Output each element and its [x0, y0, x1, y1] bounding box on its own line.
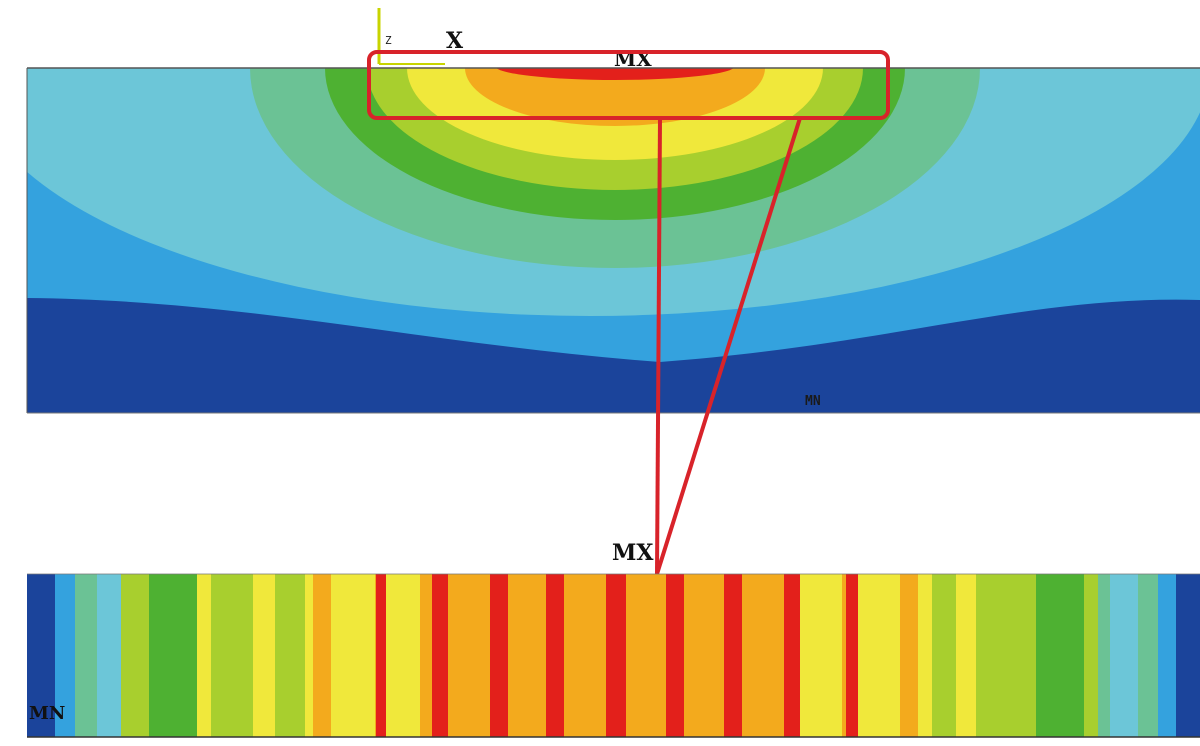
strip-band [900, 574, 918, 737]
strip-band [932, 574, 956, 737]
strip-band [253, 574, 275, 737]
strip-band [305, 574, 313, 737]
callout-line-right [655, 117, 802, 575]
strip-band [800, 574, 842, 737]
strip-band [275, 574, 305, 737]
strip-band [331, 574, 375, 737]
strip-band [75, 574, 97, 737]
strip-max-label: MX [612, 540, 654, 566]
strip-band [724, 574, 742, 737]
strip-band [846, 574, 858, 737]
strip-band [1176, 574, 1200, 737]
strip-band [1158, 574, 1176, 737]
strip-band [1036, 574, 1084, 737]
strip-band [376, 574, 386, 737]
strip-band [784, 574, 800, 737]
zoom-highlight-box [367, 50, 890, 120]
strip-band [918, 574, 932, 737]
strip-band [149, 574, 197, 737]
strip-band [55, 574, 75, 737]
strip-band [386, 574, 420, 737]
strip-band [858, 574, 900, 737]
strip-band [313, 574, 331, 737]
callout-line-left [655, 117, 662, 575]
strip-band [121, 574, 149, 737]
zoom-callout [367, 50, 890, 575]
strip-band [197, 574, 211, 737]
z-axis-label: Z [385, 34, 392, 47]
strip-band [976, 574, 1036, 737]
strip-band [97, 574, 121, 737]
contour-plot-top [26, 67, 1200, 414]
strip-band [546, 574, 564, 737]
strip-band [606, 574, 626, 737]
axis-triad: Z X [377, 8, 464, 65]
strip-band [1138, 574, 1158, 737]
contour-strip-bottom [27, 573, 1200, 738]
strip-band [1098, 574, 1110, 737]
strip-min-label: MN [29, 703, 65, 724]
strip-band [490, 574, 508, 737]
top-min-label: MN [805, 394, 821, 409]
strip-band [666, 574, 684, 737]
strip-band [432, 574, 448, 737]
contour-band-level-8 [465, 68, 765, 126]
strip-band [956, 574, 976, 737]
strip-band [1084, 574, 1098, 737]
contour-band-level-9 [496, 68, 734, 80]
x-axis-label: X [446, 28, 464, 54]
strip-band [1110, 574, 1138, 737]
strip-band [27, 574, 55, 737]
strip-band [211, 574, 253, 737]
